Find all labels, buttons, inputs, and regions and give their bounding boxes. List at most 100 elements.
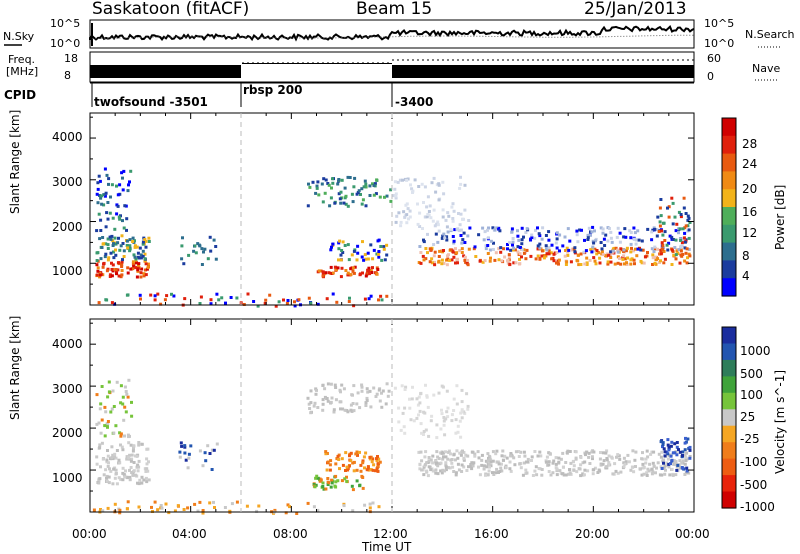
nsearch-trace [89, 34, 694, 40]
date-label: 25/Jan/2013 [584, 0, 687, 19]
velocity-colorbar-swatch [722, 491, 736, 509]
nsky-tick-top: 10^5 [50, 17, 81, 30]
velocity-ytick-2000: 2000 [52, 426, 83, 440]
power-blob-h [417, 246, 692, 267]
velocity-blob-h [393, 383, 470, 440]
velocity-ytick-1000: 1000 [52, 471, 83, 485]
power-blob-k [656, 196, 692, 258]
velocity-ylabel: Slant Range [km] [8, 315, 22, 420]
power-blob-j [392, 175, 471, 233]
nave-label: Nave [752, 62, 781, 75]
power-blob-a [95, 259, 150, 279]
xtick-0000-end: 00:00 [675, 527, 710, 541]
xtick-0000: 00:00 [72, 527, 107, 541]
velocity-colorbar-frame [721, 326, 737, 509]
power-blob-d [180, 235, 218, 266]
power-blob-b [95, 234, 151, 262]
velocity-blob-a [95, 441, 151, 486]
power-colorbar-swatch [722, 242, 736, 261]
nsky-strip-frame [89, 19, 695, 49]
xtick-2000: 20:00 [575, 527, 610, 541]
xtick-1600: 16:00 [474, 527, 509, 541]
power-cbar-tick-8: 8 [742, 249, 750, 263]
xtick-0400: 04:00 [172, 527, 207, 541]
freq-label-line2: [MHz] [6, 65, 39, 78]
power-ytick-4000: 4000 [52, 130, 83, 144]
velocity-colorbar-swatch [722, 376, 736, 394]
power-colorbar-swatch [722, 135, 736, 155]
xlabel: Time UT [362, 540, 412, 554]
velocity-colorbar-swatch [722, 425, 736, 443]
nave-tick-bottom: 0 [707, 70, 714, 83]
velocity-colorbar-swatch [722, 442, 736, 460]
plot-title: Saskatoon (fitACF) [92, 0, 250, 19]
nsearch-tick-bottom: 10^0 [704, 37, 735, 50]
power-cbar-tick-16: 16 [742, 205, 758, 219]
velocity-colorbar-swatch [722, 343, 736, 361]
velocity-cbar-tick-100: 100 [740, 388, 763, 402]
velocity-blob-c [178, 441, 219, 471]
velocity-blob-bottom [92, 500, 381, 515]
nave-tick-top: 60 [707, 52, 721, 65]
beam-label: Beam 15 [356, 0, 433, 19]
freq-label-line1: Freq. [8, 53, 36, 66]
power-colorbar-swatch [722, 171, 736, 190]
power-cbar-tick-28: 28 [742, 137, 758, 151]
power-cbar-tick-20: 20 [742, 182, 758, 196]
power-colorbar-swatch [722, 224, 736, 244]
nsky-label: N.Sky [3, 30, 35, 43]
power-blob-e [316, 265, 380, 279]
power-cbar-tick-12: 12 [742, 226, 758, 240]
power-ytick-3000: 3000 [52, 175, 83, 189]
velocity-blob-i [659, 436, 692, 473]
power-cbar-tick-4: 4 [742, 269, 750, 283]
power-blob-c [95, 167, 133, 233]
velocity-colorbar-swatch [722, 392, 736, 410]
velocity-blob-f [312, 474, 365, 492]
power-ytick-1000: 1000 [52, 264, 83, 278]
power-colorbar-swatch [722, 278, 736, 297]
power-colorbar-swatch [722, 260, 736, 279]
velocity-colorbar-swatch [722, 458, 736, 476]
velocity-cbar-tick-500: 500 [740, 367, 763, 381]
nsky-tick-bottom: 10^0 [50, 37, 81, 50]
xtick-1200: 12:00 [373, 527, 408, 541]
velocity-colorbar-swatch [722, 475, 736, 493]
velocity-colorbar-swatch [722, 327, 736, 345]
cpid-segment-1: twofsound -3501 [94, 95, 208, 109]
velocity-ytick-3000: 3000 [52, 382, 83, 396]
freq-tick-top: 18 [64, 52, 78, 65]
velocity-cbar-tick-minus25: -25 [740, 432, 760, 446]
nsearch-tick-top: 10^5 [704, 17, 735, 30]
velocity-cbar-tick-25: 25 [740, 410, 756, 424]
power-ytick-2000: 2000 [52, 220, 83, 234]
nsky-trace [89, 24, 695, 42]
velocity-cbar-tick-1000: 1000 [740, 344, 771, 358]
power-colorbar-swatch [722, 118, 736, 137]
xtick-0800: 08:00 [273, 527, 308, 541]
power-colorbar-swatch [722, 153, 736, 172]
velocity-blob-e [324, 450, 382, 473]
power-cbar-label: Power [dB] [773, 184, 787, 250]
nsearch-label: N.Search [745, 28, 795, 41]
velocity-cbar-tick-minus1000: -1000 [740, 500, 775, 514]
freq-tick-bottom: 8 [64, 69, 71, 82]
velocity-blob-b [95, 378, 134, 439]
power-colorbar-frame [721, 117, 737, 297]
power-blob-g [306, 175, 393, 208]
freq-bar-segment-3 [392, 65, 694, 78]
velocity-cbar-tick-minus100: -100 [740, 455, 768, 469]
power-ylabel: Slant Range [km] [8, 109, 22, 214]
velocity-cbar-tick-minus500: -500 [740, 478, 768, 492]
power-colorbar-swatch [722, 207, 736, 226]
cpid-label: CPID [4, 88, 37, 102]
cpid-segment-2: rbsp 200 [243, 83, 303, 97]
power-colorbar-swatch [722, 189, 736, 208]
velocity-blob-g [417, 449, 692, 478]
velocity-ytick-4000: 4000 [52, 337, 83, 351]
freq-bar-segment-1 [90, 65, 241, 78]
power-blob-f [329, 238, 389, 262]
freq-strip-frame [89, 51, 695, 83]
power-cbar-tick-24: 24 [742, 157, 758, 171]
